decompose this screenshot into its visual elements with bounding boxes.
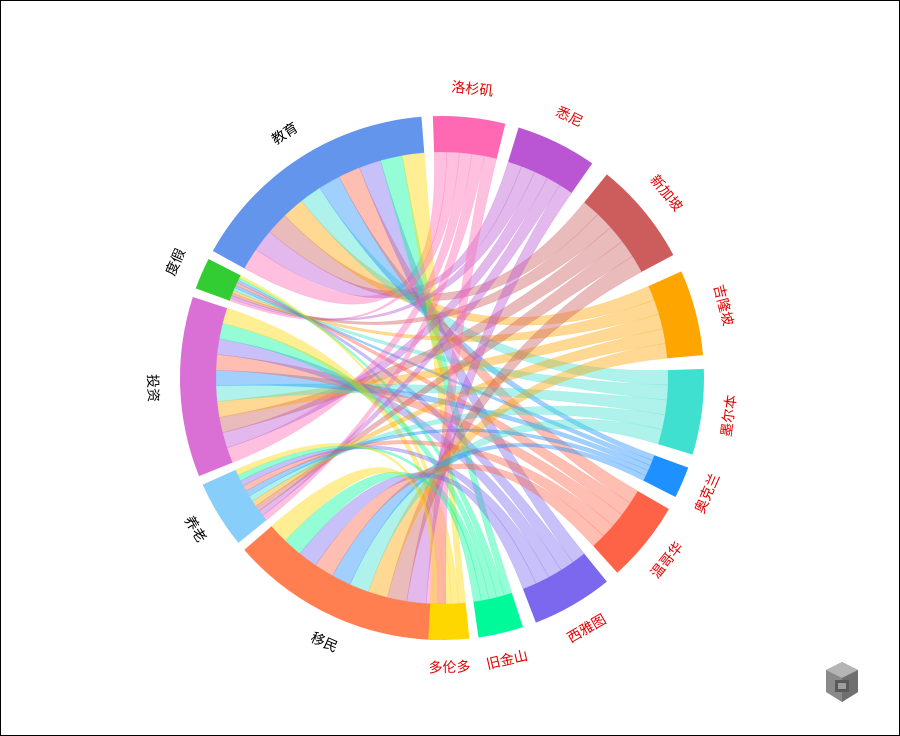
ribbon-yimin-xini[interactable] bbox=[406, 184, 573, 604]
ribbon-yanglao-moerben[interactable] bbox=[248, 405, 666, 502]
node-arc-dujia[interactable] bbox=[195, 259, 241, 301]
ribbon-yanglao-jiujinshan[interactable] bbox=[237, 445, 490, 601]
node-label-yimin: 移民 bbox=[308, 630, 340, 656]
ribbon-jiaoyu-xiyatu[interactable] bbox=[358, 160, 585, 563]
node-arc-jilongpo[interactable] bbox=[648, 271, 704, 359]
node-label-yanglao: 养老 bbox=[181, 513, 209, 545]
ribbon-yimin-duolunduo[interactable] bbox=[271, 467, 438, 605]
node-arc-aokelan[interactable] bbox=[643, 455, 689, 497]
node-arc-xini[interactable] bbox=[508, 127, 593, 193]
ribbon-dujia-luoshanji[interactable] bbox=[229, 151, 460, 321]
ribbon-dujia-duolunduo[interactable] bbox=[238, 274, 459, 605]
ribbon-dujia-xini[interactable] bbox=[230, 166, 536, 321]
node-arc-moerben[interactable] bbox=[658, 368, 704, 455]
node-label-moerben: 墨尔本 bbox=[719, 394, 740, 438]
ribbon-jiaoyu-jilongpo[interactable] bbox=[284, 200, 655, 326]
ribbon-yimin-aokelan[interactable] bbox=[332, 443, 647, 585]
ribbon-jiaoyu-xini[interactable] bbox=[255, 161, 522, 299]
node-label-jiujinshan: 旧金山 bbox=[485, 648, 530, 673]
node-arc-jiaoyu[interactable] bbox=[212, 116, 425, 269]
node-label-wengehua: 温哥华 bbox=[648, 539, 687, 582]
ribbon-yimin-xiyatu[interactable] bbox=[299, 472, 537, 590]
node-label-jiaoyu: 教育 bbox=[269, 120, 301, 149]
toolbox-logo-icon bbox=[826, 662, 858, 702]
chord-node-arcs bbox=[180, 116, 704, 640]
node-label-duolunduo: 多伦多 bbox=[428, 658, 470, 676]
node-arc-duolunduo[interactable] bbox=[428, 602, 470, 640]
ribbon-dujia-jiujinshan[interactable] bbox=[237, 277, 505, 598]
node-arc-yanglao[interactable] bbox=[202, 469, 267, 543]
chord-ribbons bbox=[215, 151, 669, 605]
ribbon-touzi-moerben[interactable] bbox=[215, 383, 668, 416]
node-label-xinjiapo: 新加坡 bbox=[646, 172, 685, 215]
ribbon-jiaoyu-jiujinshan[interactable] bbox=[380, 155, 513, 596]
node-arc-xiyatu[interactable] bbox=[522, 553, 607, 623]
ribbon-yimin-xinjiapo[interactable] bbox=[386, 255, 642, 602]
node-arc-touzi[interactable] bbox=[180, 297, 233, 477]
node-arc-yimin[interactable] bbox=[244, 526, 447, 640]
ribbon-dujia-moerben[interactable] bbox=[233, 287, 669, 401]
ribbon-jiaoyu-moerben[interactable] bbox=[301, 187, 669, 386]
node-arc-wengehua[interactable] bbox=[593, 491, 669, 573]
node-label-aokelan: 奥克兰 bbox=[691, 471, 723, 516]
ribbon-jiaoyu-luoshanji[interactable] bbox=[243, 151, 448, 305]
node-arc-jiujinshan[interactable] bbox=[473, 592, 523, 638]
node-label-dujia: 度假 bbox=[163, 246, 189, 278]
ribbon-yanglao-xini[interactable] bbox=[258, 177, 561, 517]
ribbon-jiaoyu-xinjiapo[interactable] bbox=[269, 201, 599, 302]
node-label-xiyatu: 西雅图 bbox=[565, 612, 609, 647]
node-label-luoshanji: 洛杉矶 bbox=[451, 79, 494, 99]
node-arc-xinjiapo[interactable] bbox=[584, 174, 674, 272]
ribbon-yanglao-jilongpo[interactable] bbox=[252, 328, 666, 507]
node-label-xini: 悉尼 bbox=[553, 104, 585, 131]
node-label-touzi: 投资 bbox=[144, 374, 161, 403]
ribbon-dujia-wengehua[interactable] bbox=[235, 282, 631, 516]
ribbon-dujia-jilongpo[interactable] bbox=[232, 290, 660, 342]
node-label-jilongpo: 吉隆坡 bbox=[710, 283, 736, 328]
node-arc-luoshanji[interactable] bbox=[432, 116, 506, 159]
